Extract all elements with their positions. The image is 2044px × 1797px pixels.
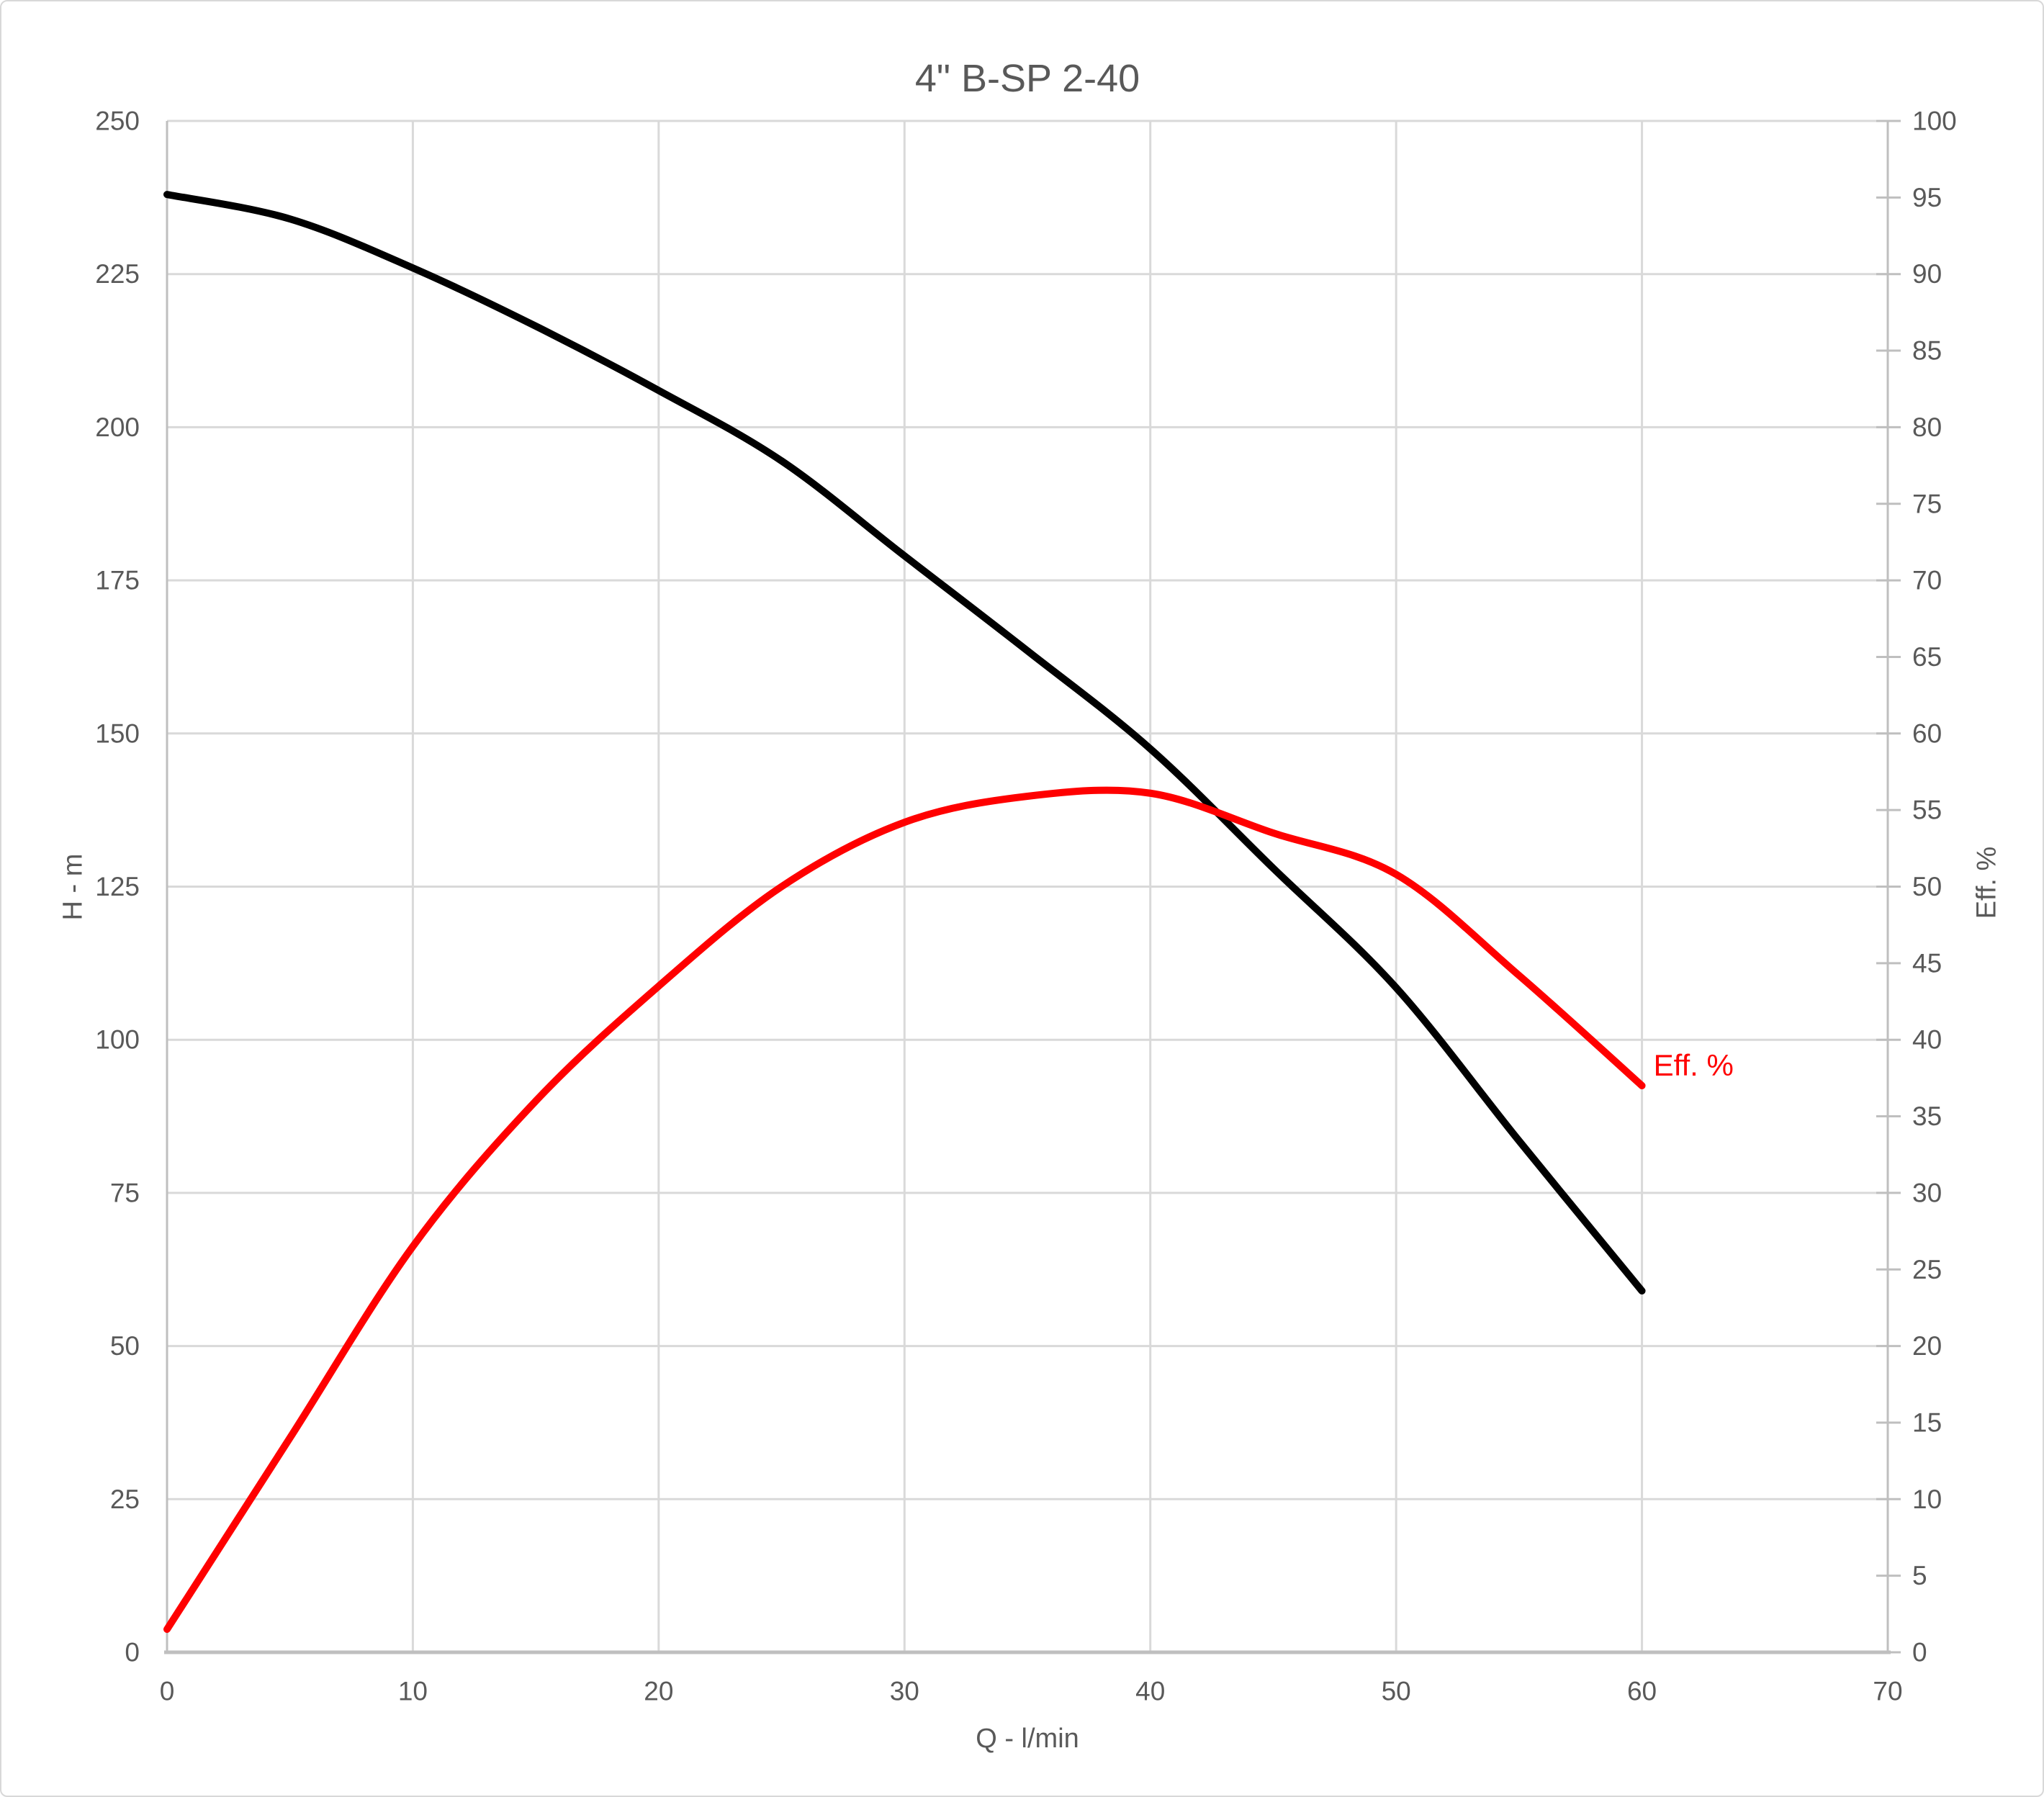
y-right-tick-label: 75 <box>1912 489 1942 518</box>
y-axis-title-left: H - m <box>58 853 89 921</box>
y-right-tick-label: 85 <box>1912 336 1942 366</box>
y-left-tick-label: 50 <box>110 1331 140 1361</box>
y-right-tick-label: 20 <box>1912 1331 1942 1361</box>
y-right-tick-label: 10 <box>1912 1485 1942 1514</box>
y-right-tick-label: 45 <box>1912 948 1942 978</box>
y-right-tick-labels: 0 5 10 15 20 25 30 35 40 45 50 55 60 65 70 75 80 85 90 95 10… <box>1912 107 1957 1667</box>
x-tick-label: 10 <box>398 1677 428 1706</box>
x-axis-title: Q - l/min <box>976 1724 1079 1754</box>
x-tick-label: 50 <box>1382 1677 1411 1706</box>
y-left-tick-label: 25 <box>110 1485 140 1514</box>
y-right-tick-label: 100 <box>1912 107 1957 136</box>
y-left-tick-label: 125 <box>95 872 140 901</box>
y-right-tick-label: 0 <box>1912 1638 1927 1667</box>
y-left-tick-label: 175 <box>95 566 140 595</box>
y-right-tick-label: 25 <box>1912 1255 1942 1284</box>
efficiency-curve <box>163 786 1646 1634</box>
y-right-tick-label: 70 <box>1912 566 1942 595</box>
right-axis-ticks <box>1876 120 1901 1654</box>
head-curve <box>163 191 1646 1295</box>
x-tick-labels: 0 10 20 30 40 50 60 70 <box>160 1677 1903 1706</box>
y-right-tick-label: 15 <box>1912 1408 1942 1437</box>
y-right-tick-label: 65 <box>1912 642 1942 672</box>
y-right-tick-label: 55 <box>1912 796 1942 825</box>
y-left-tick-label: 100 <box>95 1025 140 1055</box>
y-right-tick-label: 95 <box>1912 183 1942 212</box>
y-left-tick-label: 150 <box>95 719 140 748</box>
y-left-tick-label: 225 <box>95 259 140 289</box>
y-right-tick-label: 40 <box>1912 1025 1942 1055</box>
y-right-tick-label: 5 <box>1912 1561 1927 1590</box>
series-curves <box>163 191 1646 1634</box>
x-tick-label: 60 <box>1627 1677 1657 1706</box>
x-tick-label: 40 <box>1135 1677 1165 1706</box>
efficiency-series-label: Eff. % <box>1653 1048 1734 1082</box>
x-tick-label: 30 <box>890 1677 919 1706</box>
y-right-tick-label: 90 <box>1912 259 1942 289</box>
x-tick-label: 0 <box>160 1677 175 1706</box>
y-left-tick-label: 0 <box>125 1638 140 1667</box>
y-left-tick-label: 200 <box>95 413 140 442</box>
y-right-tick-label: 50 <box>1912 872 1942 901</box>
x-tick-label: 20 <box>644 1677 673 1706</box>
y-right-tick-label: 30 <box>1912 1178 1942 1207</box>
y-left-tick-label: 75 <box>110 1178 140 1207</box>
x-tick-label: 70 <box>1873 1677 1902 1706</box>
y-right-tick-label: 60 <box>1912 719 1942 748</box>
y-right-tick-label: 35 <box>1912 1102 1942 1131</box>
y-left-tick-label: 250 <box>95 107 140 136</box>
gridlines <box>166 120 1889 1652</box>
y-axis-title-right: Eff. % <box>1971 846 2002 919</box>
chart-title: 4" B-SP 2-40 <box>914 57 1140 100</box>
y-left-tick-labels: 0 25 50 75 100 125 150 175 200 225 250 <box>95 107 140 1667</box>
y-right-tick-label: 80 <box>1912 413 1942 442</box>
